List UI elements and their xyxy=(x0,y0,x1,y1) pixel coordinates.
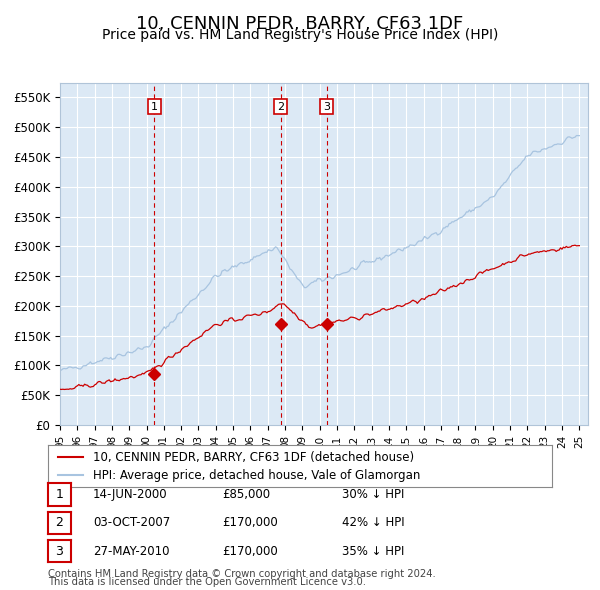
Text: 42% ↓ HPI: 42% ↓ HPI xyxy=(342,516,404,529)
Text: HPI: Average price, detached house, Vale of Glamorgan: HPI: Average price, detached house, Vale… xyxy=(94,468,421,481)
Text: 10, CENNIN PEDR, BARRY, CF63 1DF: 10, CENNIN PEDR, BARRY, CF63 1DF xyxy=(136,15,464,33)
Text: Price paid vs. HM Land Registry's House Price Index (HPI): Price paid vs. HM Land Registry's House … xyxy=(102,28,498,42)
Text: 35% ↓ HPI: 35% ↓ HPI xyxy=(342,545,404,558)
Text: 14-JUN-2000: 14-JUN-2000 xyxy=(93,488,167,501)
Text: 2: 2 xyxy=(55,516,64,529)
Text: £170,000: £170,000 xyxy=(222,545,278,558)
Text: This data is licensed under the Open Government Licence v3.0.: This data is licensed under the Open Gov… xyxy=(48,577,366,587)
Text: 10, CENNIN PEDR, BARRY, CF63 1DF (detached house): 10, CENNIN PEDR, BARRY, CF63 1DF (detach… xyxy=(94,451,415,464)
Text: 3: 3 xyxy=(323,101,330,112)
Text: £170,000: £170,000 xyxy=(222,516,278,529)
Text: 30% ↓ HPI: 30% ↓ HPI xyxy=(342,488,404,501)
Text: 27-MAY-2010: 27-MAY-2010 xyxy=(93,545,170,558)
Text: 2: 2 xyxy=(277,101,284,112)
Text: 3: 3 xyxy=(55,545,64,558)
Text: 1: 1 xyxy=(55,488,64,501)
Text: 1: 1 xyxy=(151,101,158,112)
Text: Contains HM Land Registry data © Crown copyright and database right 2024.: Contains HM Land Registry data © Crown c… xyxy=(48,569,436,579)
Text: £85,000: £85,000 xyxy=(222,488,270,501)
Text: 03-OCT-2007: 03-OCT-2007 xyxy=(93,516,170,529)
